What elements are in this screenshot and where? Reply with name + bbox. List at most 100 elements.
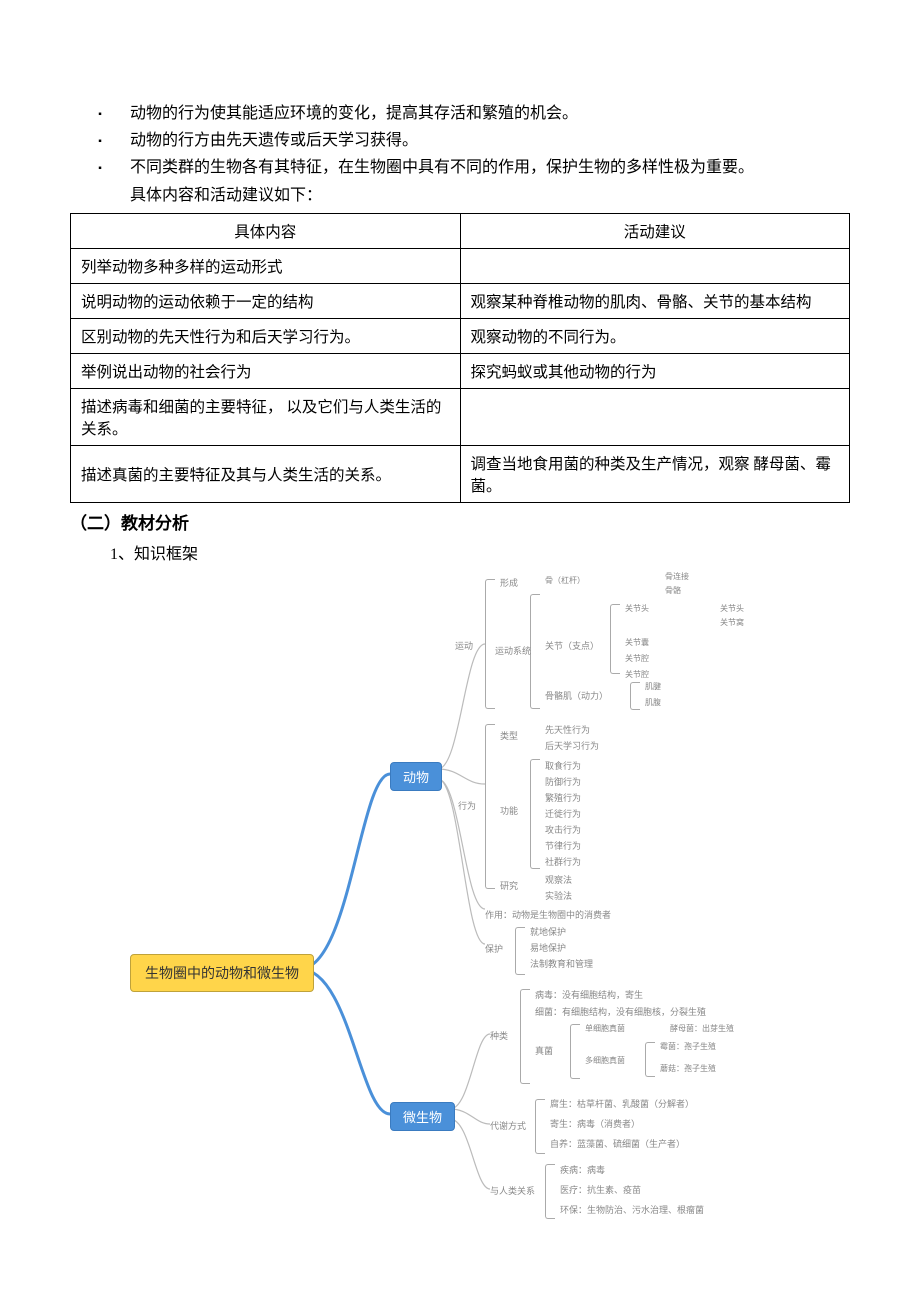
brace-icon xyxy=(645,1042,655,1077)
section-sub: 1、知识框架 xyxy=(110,540,850,564)
table-cell: 举例说出动物的社会行为 xyxy=(71,353,461,388)
mindmap-leaf: 关节头 xyxy=(720,602,744,615)
brace-icon xyxy=(520,989,530,1084)
mindmap-leaf: 实验法 xyxy=(545,888,572,903)
mindmap-leaf: 酵母菌：出芽生殖 xyxy=(670,1022,734,1035)
table-cell xyxy=(460,388,850,445)
brace-icon xyxy=(530,759,540,869)
mindmap-label: 种类 xyxy=(490,1029,508,1042)
mindmap-leaf: 取食行为 xyxy=(545,758,581,773)
mindmap-leaf: 自养：蓝藻菌、硫细菌（生产者） xyxy=(550,1136,685,1151)
mindmap-leaf: 法制教育和管理 xyxy=(530,956,593,971)
mindmap-leaf: 骨骼 xyxy=(665,584,681,597)
mindmap-leaf: 作用：动物是生物圈中的消费者 xyxy=(485,907,611,922)
table-row: 区别动物的先天性行为和后天学习行为。观察动物的不同行为。 xyxy=(71,318,850,353)
mindmap-label: 类型 xyxy=(500,729,518,742)
table-cell: 探究蚂蚁或其他动物的行为 xyxy=(460,353,850,388)
mindmap-label: 代谢方式 xyxy=(490,1119,526,1132)
mindmap-label: 功能 xyxy=(500,804,518,817)
mindmap-label: 保护 xyxy=(485,942,503,955)
table-cell: 列举动物多种多样的运动形式 xyxy=(71,248,461,283)
mindmap-leaf: 后天学习行为 xyxy=(545,738,599,753)
table-cell xyxy=(460,248,850,283)
mindmap-leaf: 寄生：病毒（消费者） xyxy=(550,1116,640,1131)
mindmap-leaf: 观察法 xyxy=(545,872,572,887)
mindmap-label: 与人类关系 xyxy=(490,1184,535,1197)
mindmap-leaf: 节律行为 xyxy=(545,838,581,853)
brace-icon xyxy=(545,1164,555,1219)
content-table: 具体内容 活动建议 列举动物多种多样的运动形式 说明动物的运动依赖于一定的结构观… xyxy=(70,213,850,503)
bullet-item: ▪ 不同类群的生物各有其特征，在生物圈中具有不同的作用，保护生物的多样性极为重要… xyxy=(70,154,850,181)
bullet-text: 不同类群的生物各有其特征，在生物圈中具有不同的作用，保护生物的多样性极为重要。 xyxy=(130,154,850,181)
table-header: 活动建议 xyxy=(460,213,850,248)
table-header: 具体内容 xyxy=(71,213,461,248)
bullet-list: ▪ 动物的行为使其能适应环境的变化，提高其存活和繁殖的机会。 ▪ 动物的行方由先… xyxy=(70,100,850,182)
table-cell: 观察某种脊椎动物的肌肉、骨骼、关节的基本结构 xyxy=(460,283,850,318)
mindmap-leaf: 细菌：有细胞结构，没有细胞核，分裂生殖 xyxy=(535,1004,706,1019)
table-cell: 描述病毒和细菌的主要特征， 以及它们与人类生活的关系。 xyxy=(71,388,461,445)
mindmap-leaf: 关节囊 xyxy=(625,636,649,649)
mindmap-label: 骨骼肌（动力） xyxy=(545,689,608,702)
mindmap-leaf: 医疗：抗生素、疫苗 xyxy=(560,1182,641,1197)
mindmap-leaf: 病毒：没有细胞结构，寄生 xyxy=(535,987,643,1002)
mindmap-leaf: 迁徙行为 xyxy=(545,806,581,821)
section-heading: （二）教材分析 xyxy=(70,509,850,534)
mindmap-leaf: 蘑菇：孢子生殖 xyxy=(660,1062,716,1075)
mindmap-leaf: 就地保护 xyxy=(530,924,566,939)
mindmap-leaf: 攻击行为 xyxy=(545,822,581,837)
mindmap-leaf: 腐生：枯草杆菌、乳酸菌（分解者） xyxy=(550,1096,694,1111)
mindmap-leaf: 关节窝 xyxy=(720,616,744,629)
mindmap-leaf: 环保：生物防治、污水治理、根瘤菌 xyxy=(560,1202,704,1217)
mindmap-leaf: 先天性行为 xyxy=(545,722,590,737)
brace-icon xyxy=(610,604,620,674)
bullet-marker: ▪ xyxy=(70,100,130,127)
mindmap-leaf: 肌腱 xyxy=(645,680,661,693)
mindmap-leaf: 社群行为 xyxy=(545,854,581,869)
table-row: 列举动物多种多样的运动形式 xyxy=(71,248,850,283)
mindmap-leaf: 易地保护 xyxy=(530,940,566,955)
table-cell: 描述真菌的主要特征及其与人类生活的关系。 xyxy=(71,445,461,502)
table-cell: 说明动物的运动依赖于一定的结构 xyxy=(71,283,461,318)
bullet-text: 动物的行为使其能适应环境的变化，提高其存活和繁殖的机会。 xyxy=(130,100,850,127)
mindmap-leaf: 多细胞真菌 xyxy=(585,1054,625,1067)
bullet-marker: ▪ xyxy=(70,154,130,181)
bullet-text: 动物的行方由先天遗传或后天学习获得。 xyxy=(130,127,850,154)
mindmap-leaf: 单细胞真菌 xyxy=(585,1022,625,1035)
table-row: 说明动物的运动依赖于一定的结构观察某种脊椎动物的肌肉、骨骼、关节的基本结构 xyxy=(71,283,850,318)
table-cell: 区别动物的先天性行为和后天学习行为。 xyxy=(71,318,461,353)
intro-tail-text: 具体内容和活动建议如下： xyxy=(130,187,322,204)
bullet-item: ▪ 动物的行为使其能适应环境的变化，提高其存活和繁殖的机会。 xyxy=(70,100,850,127)
brace-icon xyxy=(570,1024,580,1079)
mindmap-label: 运动系统 xyxy=(495,644,531,657)
document-page: ▪ 动物的行为使其能适应环境的变化，提高其存活和繁殖的机会。 ▪ 动物的行方由先… xyxy=(0,0,920,1304)
brace-icon xyxy=(630,682,640,710)
mindmap-leaf: 关节头 xyxy=(625,602,649,615)
table-row: 举例说出动物的社会行为探究蚂蚁或其他动物的行为 xyxy=(71,353,850,388)
brace-icon xyxy=(485,724,495,889)
intro-tail: 具体内容和活动建议如下： xyxy=(70,182,850,209)
mindmap-label: 运动 xyxy=(455,639,473,652)
mindmap-leaf: 繁殖行为 xyxy=(545,790,581,805)
mindmap-node-animal: 动物 xyxy=(390,762,442,791)
brace-icon xyxy=(485,579,495,709)
mindmap-leaf: 骨（杠杆） xyxy=(545,574,585,587)
bullet-marker: ▪ xyxy=(70,127,130,154)
table-cell: 观察动物的不同行为。 xyxy=(460,318,850,353)
mindmap-leaf: 疾病：病毒 xyxy=(560,1162,605,1177)
mindmap-root: 生物圈中的动物和微生物 xyxy=(130,954,314,992)
mindmap-leaf: 肌腹 xyxy=(645,696,661,709)
mindmap-label: 形成 xyxy=(500,576,518,589)
mindmap-label: 研究 xyxy=(500,879,518,892)
mindmap-leaf: 防御行为 xyxy=(545,774,581,789)
mindmap-edges xyxy=(70,564,850,1244)
table-cell: 调查当地食用菌的种类及生产情况，观察 酵母菌、霉菌。 xyxy=(460,445,850,502)
bullet-item: ▪ 动物的行方由先天遗传或后天学习获得。 xyxy=(70,127,850,154)
brace-icon xyxy=(515,927,525,975)
mindmap-label: 行为 xyxy=(458,799,476,812)
mindmap-leaf: 霉菌：孢子生殖 xyxy=(660,1040,716,1053)
mindmap: 生物圈中的动物和微生物 动物 微生物 运动 形成 运动系统 骨（杠杆） 骨连接 … xyxy=(70,564,850,1244)
mindmap-label: 关节（支点） xyxy=(545,639,599,652)
table-row: 描述真菌的主要特征及其与人类生活的关系。调查当地食用菌的种类及生产情况，观察 酵… xyxy=(71,445,850,502)
mindmap-label: 真菌 xyxy=(535,1044,553,1057)
mindmap-leaf: 关节腔 xyxy=(625,652,649,665)
